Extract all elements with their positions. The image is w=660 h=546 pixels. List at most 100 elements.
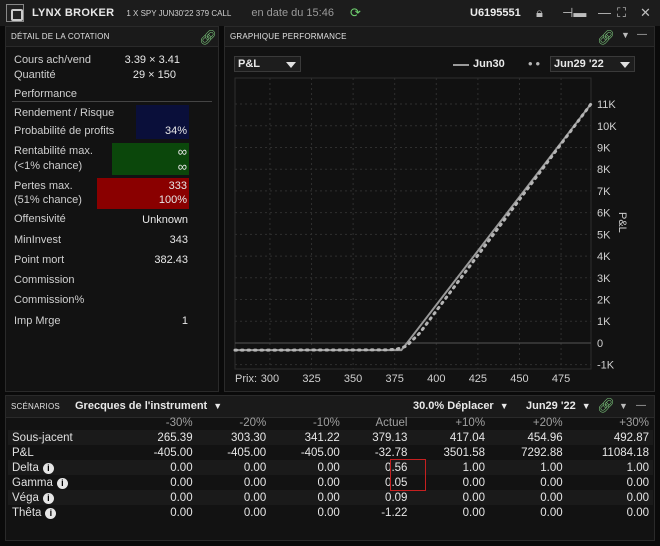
greeks-dropdown-value: Grecques de l'instrument: [75, 400, 208, 412]
legend-date-value: Jun29 '22: [554, 58, 604, 70]
legend-solid-swatch: [453, 64, 469, 66]
scenario-row: Sous-jacent 265.39 303.30 341.22 379.13 417.0…: [8, 430, 653, 445]
chevron-down-icon: ▼: [499, 401, 509, 411]
scenario-row: Delta i 0.00 0.00 0.00 0.56 1.00 1.00 1.00: [8, 460, 653, 475]
scenario-column-header: +30%: [619, 416, 649, 429]
y-tick-label: 10K: [597, 121, 617, 133]
probability-bar: [136, 122, 189, 139]
bid-ask-label: Cours ach/vend: [14, 54, 92, 66]
scenario-cell: 3501.58: [443, 446, 486, 459]
scenario-row: Thêta i 0.00 0.00 0.00 -1.22 0.00 0.00 0.00: [8, 505, 653, 520]
greeks-dropdown[interactable]: Grecques de l'instrument ▼: [75, 400, 222, 412]
chevron-down-icon: [620, 62, 630, 68]
scenario-row-label: Thêta i: [8, 505, 123, 520]
scenario-cell: -405.00: [300, 446, 340, 459]
min-invest-value: 343: [169, 234, 188, 246]
panel-minimize-icon[interactable]: —: [636, 400, 646, 411]
link-icon[interactable]: 🔗︎: [199, 29, 217, 45]
max-loss-chance: (51% chance): [14, 194, 82, 206]
scenario-cell: 0.00: [270, 460, 344, 475]
scenario-date-dropdown[interactable]: Jun29 '22 ▼: [526, 400, 591, 412]
metric-dropdown[interactable]: P&L: [234, 56, 301, 72]
scenario-row: P&L -405.00 -405.00 -405.00 -32.78 3501.58 729…: [8, 445, 653, 460]
link-icon[interactable]: 🔗︎: [597, 29, 615, 45]
link-icon[interactable]: 🔗︎: [597, 397, 615, 413]
scenario-row-label: Véga i: [8, 490, 123, 505]
scenario-cell: 0.00: [566, 490, 653, 505]
pin-icon[interactable]: ⊣▬: [562, 5, 587, 20]
scenario-column-header: -10%: [312, 416, 340, 429]
scenario-cell: 0.00: [196, 460, 271, 475]
scenario-cell: 0.00: [317, 476, 340, 489]
instrument-label: 1 X SPY JUN30'22 379 CALL: [126, 8, 232, 18]
margin-impact-value: 1: [181, 315, 188, 327]
y-tick-label: 0: [597, 338, 603, 350]
info-icon[interactable]: i: [56, 477, 68, 489]
scenario-cell: 0.00: [540, 476, 563, 489]
reward-risk-label: Rendement / Risque: [14, 107, 115, 119]
scenario-cell: 11084.18: [601, 446, 649, 459]
refresh-icon[interactable]: ⟳: [349, 5, 361, 20]
max-profit-chance: (<1% chance): [14, 160, 83, 172]
max-profit-bar: [112, 143, 189, 175]
y-tick-label: 8K: [597, 164, 611, 176]
scenario-cell: 0.00: [170, 506, 193, 519]
lock-icon[interactable]: 🔒︎: [536, 5, 543, 20]
scenario-cell: 1.00: [411, 460, 490, 475]
plot-area: [234, 77, 592, 370]
legend-dotted-swatch: ••: [528, 56, 544, 71]
offensiveness-label: Offensivité: [14, 213, 66, 225]
scenario-cell: 0.00: [123, 490, 197, 505]
info-icon[interactable]: i: [45, 507, 57, 519]
close-icon[interactable]: ✕: [640, 5, 651, 20]
min-invest-label: MinInvest: [14, 234, 62, 246]
scenario-cell: 0.00: [123, 460, 197, 475]
maximize-icon[interactable]: ⛶: [617, 5, 627, 20]
info-icon[interactable]: i: [42, 492, 54, 504]
y-tick-label: 11K: [597, 99, 616, 111]
y-tick-label: 9K: [597, 142, 611, 154]
scenario-column-header: -20%: [239, 416, 267, 429]
pnl-chart[interactable]: -1K 0 1K 2K 3K 4K 5K 6K 7K 8K 9K 10K 11K P&L Prix: 300 3…: [224, 74, 655, 392]
minimize-icon[interactable]: —: [598, 5, 611, 20]
scenario-column-header: -30%: [165, 416, 193, 429]
scenario-row-label: Gamma i: [8, 475, 123, 490]
series-line-jun29: [233, 102, 593, 352]
metric-dropdown-value: P&L: [238, 58, 260, 70]
scenario-row: Véga i 0.00 0.00 0.00 0.09 0.00 0.00 0.00: [8, 490, 653, 505]
shift-dropdown-value: 30.0% Déplacer: [413, 400, 494, 412]
scenario-row-label: Delta i: [8, 460, 123, 475]
scenario-cell: 0.09: [343, 490, 412, 505]
y-tick-label: 1K: [597, 316, 611, 328]
chevron-down-icon: ▼: [213, 401, 223, 411]
scenario-cell: 0.00: [489, 490, 567, 505]
reward-risk-bar: [136, 105, 189, 122]
scenario-cell: 0.00: [411, 490, 490, 505]
x-tick-label: 425: [469, 373, 487, 385]
x-tick-label: 400: [427, 373, 445, 385]
quantity-label: Quantité: [14, 69, 56, 81]
scenario-corner-cell: [8, 415, 123, 430]
max-loss-bar: [97, 178, 189, 209]
chart-header: GRAPHIQUE PERFORMANCE 🔗︎ ▼ —: [225, 27, 654, 47]
max-loss-percent: 100%: [158, 194, 187, 206]
scenario-cell: 0.00: [626, 476, 649, 489]
scenario-cell: 0.00: [270, 490, 344, 505]
scenario-cell: -405.00: [227, 446, 267, 459]
account-id: U6195551: [470, 7, 521, 19]
info-icon[interactable]: i: [42, 462, 54, 474]
shift-dropdown[interactable]: 30.0% Déplacer ▼: [413, 400, 509, 412]
legend-date-dropdown[interactable]: Jun29 '22: [550, 56, 635, 72]
scenario-row-label: P&L: [8, 445, 123, 460]
y-axis-label: P&L: [616, 212, 628, 233]
panel-minimize-icon[interactable]: —: [637, 29, 648, 40]
scenario-cell: 0.00: [626, 506, 649, 519]
title-bar: LYNX BROKER 1 X SPY JUN30'22 379 CALL en…: [0, 0, 660, 26]
scenario-column-header: +20%: [532, 416, 563, 429]
scenario-cell: -32.78: [374, 446, 408, 459]
app-logo: [6, 4, 24, 22]
panel-menu-icon[interactable]: ▼: [621, 30, 631, 40]
scenario-cell: -1.22: [381, 506, 408, 519]
chevron-down-icon: ▼: [581, 401, 591, 411]
panel-menu-icon[interactable]: ▼: [619, 401, 628, 411]
